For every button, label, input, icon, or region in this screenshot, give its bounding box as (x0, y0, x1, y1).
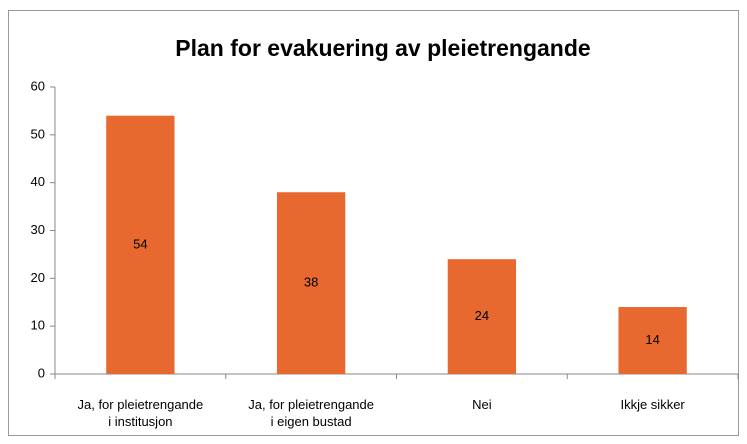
x-tick-label: Ja, for pleietrengande i institusjon (77, 397, 204, 429)
bar (447, 259, 517, 374)
data-label: 38 (304, 275, 318, 290)
x-tick-label: Ja, for pleietrengande i eigen bustad (248, 397, 374, 429)
x-tick-label: Ikkje sikker (620, 397, 685, 412)
data-label: 24 (475, 308, 489, 323)
data-label: 14 (645, 332, 659, 347)
bar (618, 307, 687, 374)
bar (276, 192, 346, 374)
bar (106, 115, 175, 374)
y-tick-label: 30 (31, 222, 45, 237)
data-label: 54 (133, 236, 147, 251)
y-tick-label: 0 (38, 365, 45, 380)
y-tick-label: 40 (31, 174, 45, 189)
chart-title: Plan for evakuering av pleietrengande (175, 35, 590, 61)
y-tick-label: 50 (31, 126, 45, 141)
y-tick-label: 60 (31, 78, 45, 93)
y-tick-label: 20 (31, 270, 45, 285)
x-tick-label: Nei (472, 397, 492, 412)
y-tick-label: 10 (31, 318, 45, 333)
